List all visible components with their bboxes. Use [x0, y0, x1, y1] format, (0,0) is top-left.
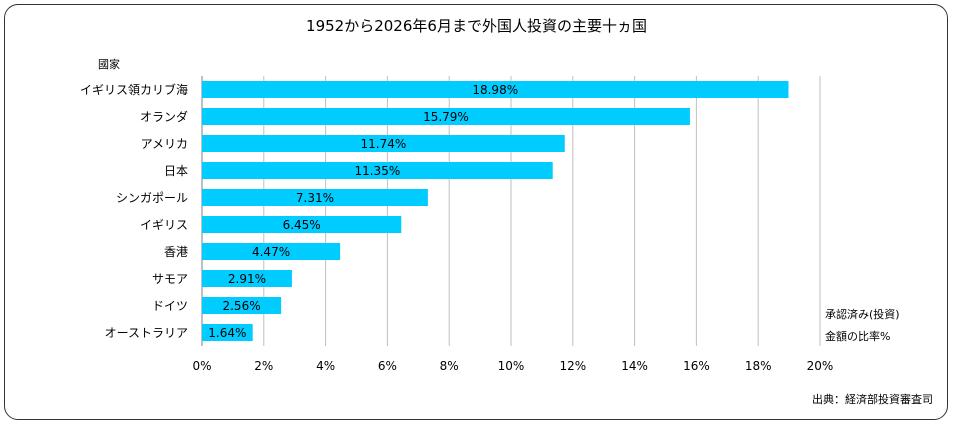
category-label: ドイツ [152, 299, 188, 313]
x-tick-label: 16% [683, 359, 710, 373]
category-label: アメリカ [141, 137, 188, 151]
category-label: イギリス領カリブ海 [80, 82, 188, 97]
chart-title: 1952から2026年6月まで外国人投資の主要十ヵ国 [306, 17, 647, 35]
x-tick-label: 12% [559, 359, 586, 373]
bar [202, 135, 565, 152]
x-tick-label: 2% [254, 359, 273, 373]
bar [202, 189, 428, 206]
bar-value-label: 18.98% [472, 83, 518, 97]
category-label: オランダ [140, 109, 188, 124]
x-tick-label: 10% [498, 359, 525, 373]
bar-value-label: 15.79% [423, 110, 469, 124]
x-tick-label: 20% [807, 359, 834, 373]
bar [202, 270, 292, 287]
x-tick-label: 8% [440, 359, 459, 373]
bar-value-label: 2.56% [222, 299, 260, 313]
bar [202, 324, 253, 341]
category-label: 香港 [164, 245, 188, 259]
x-axis-label-line-1: 承認済み(投資) [825, 308, 900, 321]
x-tick-label: 18% [745, 359, 772, 373]
x-tick-label: 4% [316, 359, 335, 373]
bar-value-label: 1.64% [208, 326, 246, 340]
bar [202, 243, 341, 260]
bar [202, 108, 690, 125]
bar-value-label: 2.91% [228, 272, 266, 286]
x-axis-label-line-2: 金額の比率% [825, 330, 891, 343]
bar-value-label: 6.45% [283, 218, 321, 232]
bar [202, 162, 553, 179]
source-note: 出典：経済部投資審査司 [812, 393, 933, 406]
bar-value-label: 7.31% [296, 191, 334, 205]
category-label: オーストラリア [105, 326, 188, 340]
x-tick-label: 0% [192, 359, 211, 373]
bar-value-label: 4.47% [252, 245, 290, 259]
bar [202, 297, 282, 314]
x-tick-label: 14% [621, 359, 648, 373]
bar-value-label: 11.35% [354, 164, 400, 178]
bar-value-label: 11.74% [361, 137, 407, 151]
category-label: サモア [152, 272, 188, 286]
y-axis-label: 國家 [98, 58, 120, 71]
chart-frame [4, 4, 948, 420]
bar [202, 216, 402, 233]
category-label: シンガポール [116, 191, 188, 205]
bar [202, 81, 789, 98]
x-tick-label: 6% [378, 359, 397, 373]
category-label: イギリス [140, 218, 188, 232]
category-label: 日本 [164, 164, 188, 178]
